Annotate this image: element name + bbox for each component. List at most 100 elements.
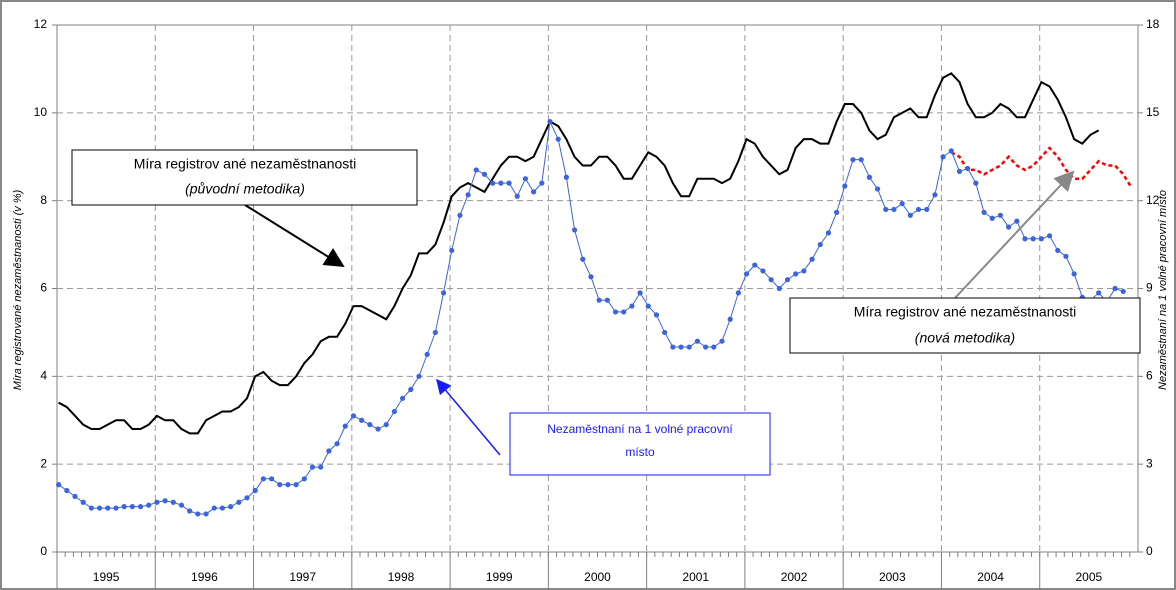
point (703, 344, 709, 350)
point (318, 464, 324, 470)
point (350, 413, 357, 419)
point (793, 271, 799, 277)
point (162, 498, 168, 504)
y-tick-label: 12 (34, 17, 48, 31)
point (64, 487, 70, 494)
annotation-box (789, 297, 1141, 354)
annotation-text: místo (625, 445, 655, 459)
annotation-text: Míra registrov ané nezaměstnanosti (854, 304, 1077, 320)
point (531, 189, 537, 195)
point (260, 476, 266, 482)
point (629, 303, 635, 309)
point (956, 168, 963, 174)
point (760, 268, 766, 274)
point (105, 505, 111, 511)
point (539, 180, 545, 186)
annotation-text: Nezaměstnaní na 1 volné pracovní (547, 422, 733, 436)
point (498, 180, 504, 186)
point (506, 180, 512, 186)
point (743, 271, 750, 277)
point (719, 338, 725, 344)
annotation-box (71, 149, 418, 206)
point (973, 180, 979, 186)
point (784, 277, 791, 283)
point (1046, 233, 1053, 239)
point (948, 148, 954, 154)
x-tick-label: 2000 (584, 570, 611, 584)
annotation-text: (původní metodika) (185, 181, 305, 197)
point (752, 262, 758, 268)
point (727, 316, 733, 322)
y2-tick-label: 0 (1146, 544, 1153, 558)
point (187, 508, 193, 514)
x-tick-label: 2004 (977, 570, 1004, 584)
point (1055, 247, 1061, 254)
point (56, 482, 62, 488)
point (80, 499, 86, 505)
point (801, 268, 807, 274)
point (809, 256, 815, 262)
point (915, 206, 922, 213)
annotation-text: Míra registrov ané nezaměstnanosti (134, 156, 357, 172)
point (1014, 218, 1020, 224)
point (686, 344, 692, 350)
x-tick-label: 1995 (93, 570, 120, 584)
annotation-text: (nová metodika) (915, 330, 1015, 346)
point (424, 351, 430, 357)
point (637, 290, 643, 296)
y2-tick-label: 6 (1146, 369, 1153, 383)
x-tick-label: 1996 (191, 570, 218, 584)
point (219, 505, 226, 511)
point (989, 215, 995, 221)
point (1006, 224, 1012, 230)
point (621, 309, 627, 315)
y2-tick-label: 15 (1146, 105, 1160, 119)
point (580, 256, 586, 262)
point (932, 192, 938, 198)
arrow (436, 378, 501, 456)
x-tick-label: 2003 (879, 570, 906, 584)
point (1038, 236, 1044, 242)
annotation: Nezaměstnaní na 1 volné pracovní místo (436, 378, 771, 476)
arrow (954, 170, 1075, 299)
point (555, 136, 561, 142)
point (375, 426, 381, 432)
point (653, 312, 660, 318)
point (604, 297, 610, 303)
point (301, 476, 307, 482)
point (408, 386, 414, 393)
point (228, 504, 234, 510)
point (588, 274, 594, 280)
x-tick-label: 2002 (781, 570, 808, 584)
point (711, 344, 717, 350)
point (178, 502, 185, 508)
point (768, 277, 774, 283)
point (662, 329, 668, 336)
point (563, 174, 569, 180)
point (293, 482, 299, 488)
point (694, 338, 701, 344)
point (547, 119, 553, 125)
point (645, 303, 651, 309)
point (1022, 236, 1028, 242)
point (874, 186, 881, 192)
y-axis-title: Míra registrované nezaměstnanosti (v %) (12, 189, 24, 390)
x-tick-label: 2001 (682, 570, 709, 584)
point (866, 174, 872, 180)
point (965, 165, 971, 172)
point (465, 192, 471, 198)
series-line (58, 72, 1100, 435)
point (776, 285, 782, 292)
point (334, 441, 340, 447)
arrow (244, 204, 345, 268)
point (326, 448, 332, 454)
point (391, 408, 398, 415)
point (96, 505, 103, 511)
point (678, 344, 684, 350)
point (596, 297, 602, 303)
y-tick-label: 0 (40, 544, 47, 558)
point (440, 290, 447, 296)
point (203, 511, 209, 517)
point (825, 230, 832, 236)
